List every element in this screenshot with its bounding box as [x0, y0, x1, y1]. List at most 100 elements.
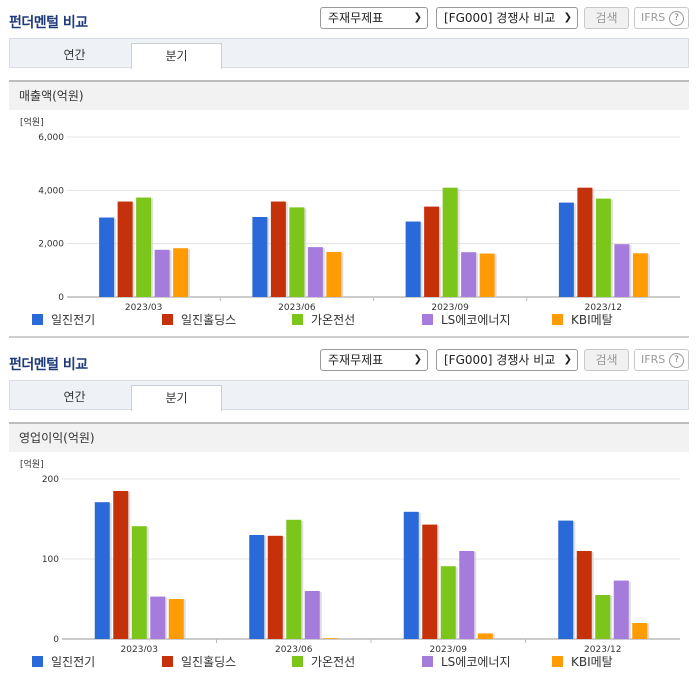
bar[interactable]	[477, 633, 493, 639]
bar[interactable]	[442, 187, 458, 297]
bar[interactable]	[286, 519, 302, 639]
bar[interactable]	[267, 535, 283, 639]
legend-label: LS에코에너지	[441, 655, 511, 669]
bar[interactable]	[113, 491, 129, 639]
tab-annual[interactable]: 연간	[63, 390, 86, 404]
bar[interactable]	[405, 221, 421, 297]
legend-label: 일진전기	[51, 313, 96, 327]
y-tick-label: 0	[58, 293, 64, 303]
help-icon[interactable]: ?	[669, 353, 684, 368]
legend-swatch	[552, 314, 563, 325]
x-tick-label: 2023/12	[585, 303, 622, 310]
bar[interactable]	[632, 253, 648, 297]
tab-quarterly[interactable]: 분기	[131, 385, 222, 411]
tab-annual[interactable]: 연간	[63, 48, 86, 62]
bar[interactable]	[136, 197, 152, 297]
bar[interactable]	[440, 566, 456, 639]
help-icon[interactable]: ?	[669, 11, 684, 26]
bar[interactable]	[424, 206, 440, 297]
legend-item[interactable]: 일진홀딩스	[162, 312, 236, 328]
bar[interactable]	[270, 201, 286, 297]
x-tick-label: 2023/09	[431, 303, 469, 310]
bar[interactable]	[422, 524, 438, 639]
legend-item[interactable]: 가온전선	[292, 654, 355, 670]
legend-item[interactable]: KBI메탈	[552, 654, 613, 670]
legend-item[interactable]: LS에코에너지	[422, 312, 511, 328]
legend-label: LS에코에너지	[441, 313, 511, 327]
bar[interactable]	[558, 520, 574, 639]
legend-item[interactable]: 일진홀딩스	[162, 654, 236, 670]
bar[interactable]	[131, 526, 147, 639]
bar[interactable]	[403, 511, 419, 639]
legend-item[interactable]: 일진전기	[32, 654, 95, 670]
legend-swatch	[552, 656, 563, 667]
bar[interactable]	[249, 535, 265, 639]
bar[interactable]	[168, 599, 184, 639]
bar[interactable]	[326, 251, 342, 297]
chart-legend: 일진전기 일진홀딩스 가온전선 LS에코에너지 KBI메탈	[32, 654, 682, 670]
search-button[interactable]: 검색	[584, 7, 629, 29]
statement-select-value: 주재무제표	[328, 11, 384, 25]
bar[interactable]	[577, 187, 593, 297]
fundamental-panel-operating-income: 펀더멘털 비교 주재무제표 ❯ [FG000] 경쟁사 비교 ❯ 검색 IFRS…	[0, 342, 696, 684]
panel-title: 펀더멘털 비교	[9, 15, 88, 31]
chevron-down-icon: ❯	[563, 12, 572, 23]
ifrs-button[interactable]: IFRS ?	[634, 349, 689, 371]
legend-item[interactable]: 일진전기	[32, 312, 95, 328]
bar[interactable]	[459, 551, 475, 639]
bar[interactable]	[576, 551, 592, 639]
group-select[interactable]: [FG000] 경쟁사 비교 ❯	[436, 7, 578, 29]
bar[interactable]	[99, 217, 115, 297]
legend-label: 일진홀딩스	[181, 313, 237, 327]
bar[interactable]	[307, 247, 323, 297]
legend-label: 일진전기	[51, 655, 96, 669]
tab-quarterly[interactable]: 분기	[131, 43, 222, 69]
bar[interactable]	[613, 580, 629, 639]
bar[interactable]	[558, 202, 574, 297]
legend-swatch	[162, 314, 173, 325]
chevron-down-icon: ❯	[413, 354, 422, 365]
bar[interactable]	[289, 207, 305, 297]
bar[interactable]	[252, 217, 268, 297]
statement-select[interactable]: 주재무제표 ❯	[320, 7, 428, 29]
bar[interactable]	[595, 595, 611, 639]
panel-header: 펀더멘털 비교 주재무제표 ❯ [FG000] 경쟁사 비교 ❯ 검색 IFRS…	[0, 342, 696, 378]
chevron-down-icon: ❯	[413, 12, 422, 23]
bar[interactable]	[461, 252, 477, 297]
unit-label: [억원]	[20, 116, 44, 128]
legend-item[interactable]: LS에코에너지	[422, 654, 511, 670]
x-tick-label: 2023/06	[278, 303, 316, 310]
bar[interactable]	[173, 248, 189, 297]
legend-label: 일진홀딩스	[181, 655, 237, 669]
legend-swatch	[292, 656, 303, 667]
bar[interactable]	[595, 198, 611, 297]
statement-select[interactable]: 주재무제표 ❯	[320, 349, 428, 371]
group-select-value: [FG000] 경쟁사 비교	[444, 353, 556, 367]
bar[interactable]	[323, 638, 339, 639]
fundamental-panel-sales: 펀더멘털 비교 주재무제표 ❯ [FG000] 경쟁사 비교 ❯ 검색 IFRS…	[0, 0, 696, 328]
metric-title: 영업이익(억원)	[9, 422, 689, 452]
bar[interactable]	[479, 253, 495, 297]
chart-legend: 일진전기 일진홀딩스 가온전선 LS에코에너지 KBI메탈	[32, 312, 682, 328]
bar[interactable]	[150, 596, 166, 639]
group-select[interactable]: [FG000] 경쟁사 비교 ❯	[436, 349, 578, 371]
legend-item[interactable]: KBI메탈	[552, 312, 613, 328]
panel-header: 펀더멘털 비교 주재무제표 ❯ [FG000] 경쟁사 비교 ❯ 검색 IFRS…	[0, 0, 696, 36]
legend-swatch	[422, 656, 433, 667]
legend-item[interactable]: 가온전선	[292, 312, 355, 328]
group-select-value: [FG000] 경쟁사 비교	[444, 11, 556, 25]
bar[interactable]	[304, 591, 320, 639]
x-tick-label: 2023/12	[584, 645, 621, 652]
legend-label: 가온전선	[311, 655, 356, 669]
bar[interactable]	[614, 244, 630, 297]
y-tick-label: 0	[53, 635, 59, 645]
ifrs-button[interactable]: IFRS ?	[634, 7, 689, 29]
bar[interactable]	[94, 502, 110, 639]
bar[interactable]	[632, 623, 648, 639]
ifrs-label: IFRS	[641, 353, 666, 366]
bar[interactable]	[117, 201, 133, 297]
bar[interactable]	[154, 249, 170, 297]
y-tick-label: 6,000	[38, 133, 64, 143]
search-button[interactable]: 검색	[584, 349, 629, 371]
legend-swatch	[32, 656, 43, 667]
